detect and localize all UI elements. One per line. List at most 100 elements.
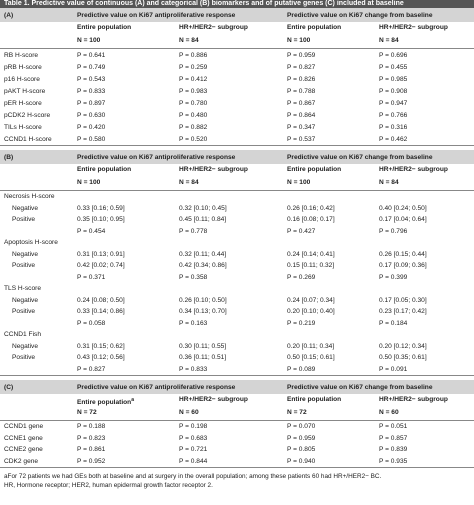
group-row: CCND1 Fish (0, 329, 474, 341)
data-row: pER H-score P = 0.897 P = 0.780 P = 0.867 P … (0, 97, 474, 109)
subheader: HR+/HER2− subgroup (175, 164, 283, 177)
cell: 0.26 [0.10; 0.50] (179, 296, 227, 304)
cell: 0.26 [0.16; 0.42] (287, 204, 335, 212)
cell: P = 0.778 (179, 227, 208, 235)
row-label: CCND1 H-score (4, 135, 52, 143)
group-header: Predictive value on Ki67 change from bas… (283, 150, 474, 164)
cell: P = 0.908 (379, 87, 408, 95)
cell: P = 0.780 (179, 99, 208, 107)
cell: P = 0.833 (77, 87, 106, 95)
subheader: Entire populationa (73, 394, 175, 407)
header-band: (C) Predictive value on Ki67 antiprolifer… (0, 380, 474, 394)
data-row: Positive 0.42 [0.02; 0.74] 0.42 [0.34; 0.8… (0, 260, 474, 272)
cell: P = 0.184 (379, 319, 408, 327)
subheader-n: N = 84 (375, 35, 474, 49)
cell: P = 0.630 (77, 111, 106, 119)
subheader-text: HR+/HER2− subgroup (379, 24, 448, 31)
cell: 0.42 [0.34; 0.86] (179, 262, 227, 270)
subheader-text: HR+/HER2− subgroup (179, 396, 248, 403)
cell: 0.33 [0.14; 0.86] (77, 308, 125, 316)
cell: 0.24 [0.07; 0.34] (287, 296, 335, 304)
cell: P = 0.959 (287, 51, 316, 59)
data-row: Positive 0.33 [0.14; 0.86] 0.34 [0.13; 0.7… (0, 306, 474, 318)
data-row: CCND1 H-score P = 0.580 P = 0.520 P = 0.537… (0, 133, 474, 146)
subheader-row: Entire population HR+/HER2− subgroup Entir… (0, 164, 474, 177)
cell: 0.43 [0.12; 0.56] (77, 354, 125, 362)
cell: P = 0.269 (287, 273, 316, 281)
footnote-mark: a (131, 397, 134, 403)
cell: P = 0.455 (379, 63, 408, 71)
subheader-n: N = 100 (73, 177, 175, 191)
cell: P = 0.696 (379, 51, 408, 59)
subheader-text: Entire population (77, 24, 132, 31)
subheader-n: N = 72 (73, 407, 175, 422)
cell: 0.32 [0.11; 0.44] (179, 250, 227, 258)
subheader-n-row: N = 100 N = 84 N = 100 N = 84 (0, 177, 474, 191)
row-label: CCNE2 gene (4, 446, 43, 454)
data-row: P = 0.827 P = 0.833 P = 0.089 P = 0.091 (0, 364, 474, 376)
cell: P = 0.788 (287, 87, 316, 95)
cell: P = 0.983 (179, 87, 208, 95)
cell: 0.20 [0.10; 0.40] (287, 308, 335, 316)
data-row: Positive 0.35 [0.10; 0.95] 0.45 [0.11; 0.8… (0, 214, 474, 226)
cell: P = 0.358 (179, 273, 208, 281)
group-header: Predictive value on Ki67 antiproliferati… (73, 8, 283, 22)
header-band: (B) Predictive value on Ki67 antiprolifer… (0, 150, 474, 164)
subheader-n: N = 100 (73, 35, 175, 49)
cell: P = 0.985 (379, 75, 408, 83)
row-label: Positive (12, 262, 36, 270)
cell: P = 0.058 (77, 319, 106, 327)
table-title: Table 1. Predictive value of continuous … (0, 0, 474, 8)
cell: P = 0.259 (179, 63, 208, 71)
cell: 0.17 [0.09; 0.36] (379, 262, 427, 270)
row-label: RB H-score (4, 51, 39, 59)
section-label: (C) (0, 380, 73, 394)
cell: P = 0.959 (287, 434, 316, 442)
subheader: Entire population (73, 164, 175, 177)
tables: (A) Predictive value on Ki67 antiprolifer… (0, 8, 474, 469)
data-row: p16 H-score P = 0.543 P = 0.412 P = 0.826 P … (0, 73, 474, 85)
cell: P = 0.420 (77, 123, 106, 131)
cell: P = 0.935 (379, 457, 408, 465)
blank (0, 35, 73, 49)
data-row: CDK2 gene P = 0.952 P = 0.844 P = 0.940 P = … (0, 456, 474, 468)
subheader: HR+/HER2− subgroup (375, 22, 474, 35)
cell: P = 0.462 (379, 135, 408, 143)
row-label: pCDK2 H-score (4, 111, 51, 119)
cell: 0.16 [0.08; 0.17] (287, 216, 335, 224)
cell: 0.17 [0.05; 0.30] (379, 296, 427, 304)
cell: P = 0.940 (287, 457, 316, 465)
cell: 0.31 [0.13; 0.91] (77, 250, 125, 258)
cell: P = 0.952 (77, 457, 106, 465)
cell: P = 0.886 (179, 51, 208, 59)
cell: 0.17 [0.04; 0.64] (379, 216, 427, 224)
cell: P = 0.399 (379, 273, 408, 281)
subheader: Entire population (283, 394, 375, 407)
cell: P = 0.827 (287, 63, 316, 71)
data-row: Negative 0.24 [0.08; 0.50] 0.26 [0.10; 0.5… (0, 295, 474, 307)
cell: P = 0.371 (77, 273, 106, 281)
row-label: CCNE1 gene (4, 434, 43, 442)
cell: P = 0.823 (77, 434, 106, 442)
data-row: TILs H-score P = 0.420 P = 0.882 P = 0.347 P… (0, 121, 474, 133)
cell: P = 0.198 (179, 423, 208, 431)
subheader-n: N = 100 (283, 177, 375, 191)
data-row: CCNE1 gene P = 0.823 P = 0.683 P = 0.959 P =… (0, 433, 474, 445)
data-row: Negative 0.33 [0.16; 0.59] 0.32 [0.10; 0.4… (0, 203, 474, 215)
section-table: (A) Predictive value on Ki67 antiprolifer… (0, 8, 474, 146)
group-row: Necrosis H-score (0, 191, 474, 203)
row-label: CDK2 gene (4, 457, 39, 465)
header-band: (A) Predictive value on Ki67 antiprolifer… (0, 8, 474, 22)
cell: P = 0.721 (179, 446, 208, 454)
cell: P = 0.867 (287, 99, 316, 107)
group-label: Necrosis H-score (4, 193, 55, 201)
subheader-n: N = 60 (375, 407, 474, 422)
cell: P = 0.882 (179, 123, 208, 131)
group-header: Predictive value on Ki67 change from bas… (283, 380, 474, 394)
subheader: Entire population (283, 164, 375, 177)
cell: 0.42 [0.02; 0.74] (77, 262, 125, 270)
cell: P = 0.580 (77, 135, 106, 143)
cell: 0.26 [0.15; 0.44] (379, 250, 427, 258)
blank (0, 394, 73, 407)
